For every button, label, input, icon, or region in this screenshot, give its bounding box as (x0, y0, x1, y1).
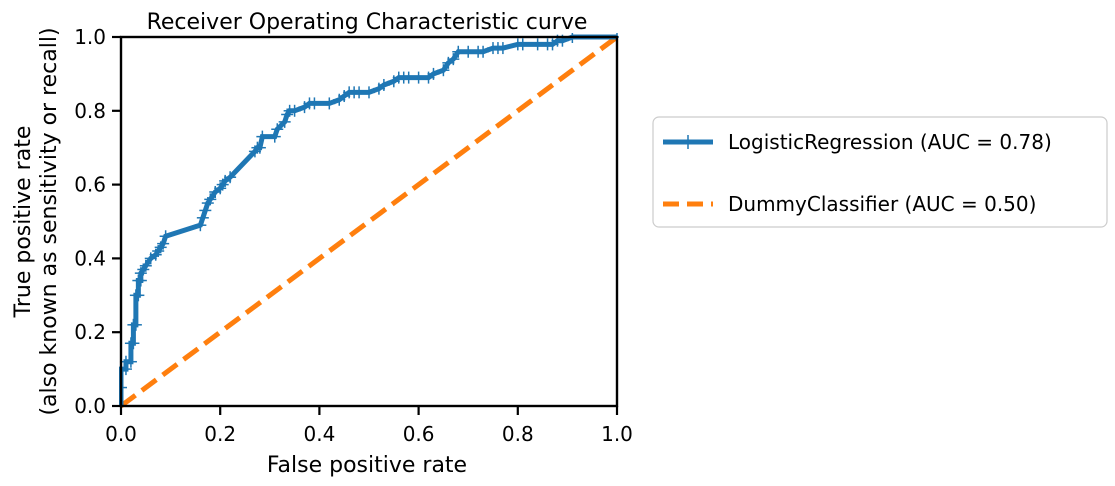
series-point-logistic-regression (204, 193, 217, 206)
series-point-logistic-regression (377, 78, 390, 91)
y-tick-label: 0.8 (74, 99, 106, 123)
y-tick-label: 0.0 (74, 394, 106, 418)
series-point-logistic-regression (288, 104, 301, 117)
series-point-logistic-regression (437, 64, 450, 77)
chart-title: Receiver Operating Characteristic curve (147, 10, 588, 35)
series-point-logistic-regression (268, 130, 281, 143)
series-point-logistic-regression (271, 123, 284, 136)
series-point-logistic-regression (477, 45, 490, 58)
y-tick-label: 0.4 (74, 246, 106, 270)
series-point-logistic-regression (427, 67, 440, 80)
plot-frame (119, 35, 619, 408)
y-axis-label-line-1: True positive rate (11, 126, 36, 319)
series-point-logistic-regression (363, 86, 375, 99)
x-axis-label: False positive rate (267, 453, 467, 478)
series-point-logistic-regression (124, 355, 137, 368)
series-point-logistic-regression (129, 318, 142, 331)
y-tick-label: 0.6 (74, 173, 106, 197)
x-tick-label: 0.4 (303, 422, 335, 446)
series-point-logistic-regression (196, 211, 209, 224)
x-tick-label: 0.0 (105, 422, 137, 446)
series-point-logistic-regression (278, 115, 291, 128)
legend-box (652, 116, 1108, 228)
series-point-logistic-regression (159, 230, 172, 243)
series-point-logistic-regression (516, 38, 529, 51)
series-layer (119, 33, 619, 408)
y-tick-label: 0.2 (74, 320, 106, 344)
series-point-logistic-regression (139, 259, 152, 272)
ticks-layer: 0.0 0.2 0.4 0.6 0.8 1.0 0.0 0.2 0.4 0.6 0.8 1.0 (74, 25, 633, 446)
legend: LogisticRegression (AUC = 0.78) DummyCla… (652, 116, 1108, 228)
series-point-logistic-regression (194, 219, 207, 232)
y-tick-label: 1.0 (74, 25, 106, 49)
series-point-logistic-regression (323, 97, 336, 110)
x-tick-label: 0.2 (204, 422, 236, 446)
series-point-logistic-regression (496, 42, 509, 55)
series-point-logistic-regression (199, 204, 212, 217)
series-point-logistic-regression (157, 237, 170, 250)
x-tick-label: 0.8 (502, 422, 534, 446)
series-point-logistic-regression (253, 141, 266, 154)
series-point-logistic-regression (224, 171, 237, 184)
y-axis-label-line-2: (also known as sensitivity or recall) (37, 27, 62, 415)
legend-label-logistic-regression: LogisticRegression (AUC = 0.78) (728, 130, 1052, 154)
x-tick-label: 0.6 (403, 422, 435, 446)
series-point-logistic-regression (447, 53, 460, 66)
series-point-logistic-regression (256, 130, 269, 143)
series-point-logistic-regression (127, 337, 140, 350)
legend-label-dummy-classifier: DummyClassifier (AUC = 0.50) (728, 192, 1036, 216)
series-point-logistic-regression (132, 289, 145, 302)
series-point-logistic-regression (308, 97, 321, 110)
x-tick-label: 1.0 (601, 422, 633, 446)
